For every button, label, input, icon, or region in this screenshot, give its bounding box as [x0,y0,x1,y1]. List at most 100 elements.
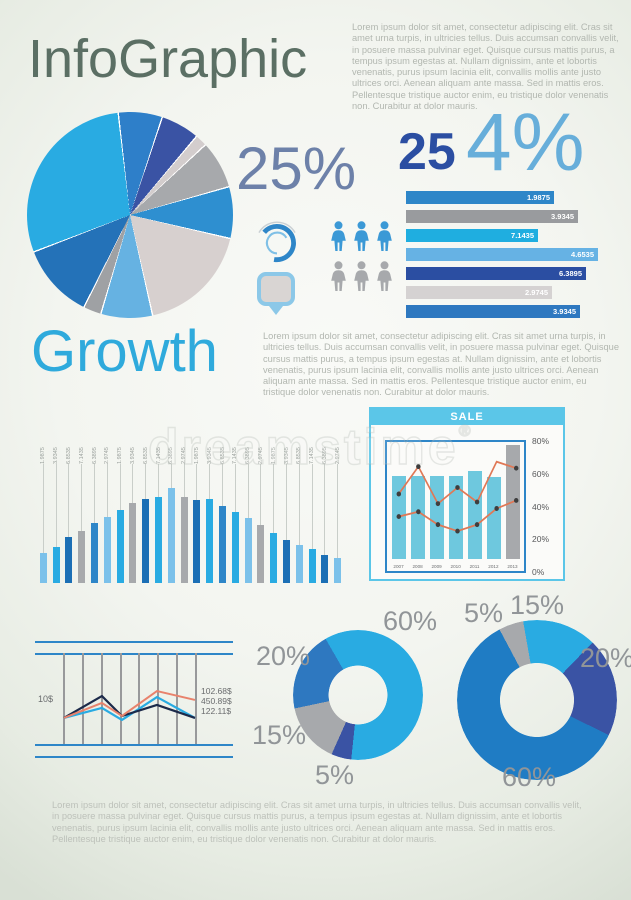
distribution-bar [270,533,278,583]
trend-bottom-rule-2 [35,756,233,758]
distribution-column: 6.8535 [293,430,306,583]
label-connector-line [311,464,313,549]
distribution-column: 6.3895 [242,430,255,583]
loading-circle-icon [258,221,296,263]
trend-gridline [119,653,122,744]
metric-bar-value: 3.9345 [551,212,574,221]
distribution-bar [129,503,137,583]
sale-data-point [416,509,421,515]
donut-left-label-5: 5% [315,760,355,790]
growth-heading: Growth [31,319,218,384]
distribution-bar [155,497,163,583]
metric-bar-value: 7.1435 [511,231,534,240]
distribution-column: 1.9875 [267,430,280,583]
distribution-bar [142,499,150,583]
person-icon [377,261,392,291]
donut-left-label-20: 20% [256,641,311,671]
trend-axis-label: 10$ [38,694,54,704]
footer-paragraph: Lorem ipsum dolor sit amet, consectetur … [52,800,582,844]
distribution-bar [231,512,239,583]
metric-bar-value: 3.9345 [553,307,576,316]
donut-right-label-15: 15% [510,590,565,620]
sale-data-point [455,528,460,534]
distribution-bar [91,523,99,583]
distribution-column: 2.9745 [331,430,344,583]
distribution-bar [52,547,60,583]
distribution-bar-label: 1.9875 [40,447,47,464]
metric-bar: 6.3895 [406,267,586,280]
distribution-bar-label: 1.9875 [193,447,200,464]
label-connector-line [234,464,236,512]
distribution-column: 7.1435 [75,430,88,583]
sale-data-point [513,465,519,471]
sale-data-point [396,491,402,497]
map-pin-icon [257,272,297,320]
sale-y-label: 0% [532,567,545,577]
distribution-column: 3.9345 [50,430,63,583]
label-connector-line [337,464,339,558]
stat-number: 25 [398,123,456,181]
intro-paragraph: Lorem ipsum dolor sit amet, consectetur … [352,22,619,112]
sale-data-point [474,522,480,528]
label-connector-line [273,464,275,533]
distribution-bar-label: 6.8535 [219,447,226,464]
distribution-bar-label: 3.9345 [206,447,213,464]
metric-bar: 3.9345 [406,305,580,318]
metric-bar-value: 4.6535 [571,250,594,259]
sale-line-lower [398,499,517,533]
donut-chart-left [293,630,423,760]
distribution-bar-label: 2.9745 [257,447,264,464]
person-icon [377,221,392,251]
metric-bar: 3.9345 [406,210,578,223]
people-icons-grid [328,221,395,301]
sale-bar [467,471,482,559]
distribution-bar [39,553,47,583]
distribution-bar [103,517,111,583]
trend-gridline [137,653,140,744]
distribution-bar [78,531,86,583]
trend-gridline [62,653,65,744]
distribution-column: 3.9345 [203,430,216,583]
label-connector-line [209,464,211,499]
sale-data-point [455,485,460,491]
distribution-column: 2.9745 [101,430,114,583]
label-connector-line [81,464,83,531]
distribution-bar-label: 7.1435 [232,447,239,464]
label-connector-line [94,464,96,523]
distribution-bar-label: 3.9345 [53,447,60,464]
donut-right-label-60: 60% [502,762,557,792]
donut-left-label-60: 60% [383,606,438,636]
distribution-bar-label: 6.8535 [296,447,303,464]
label-connector-line [132,464,134,503]
label-connector-line [247,464,249,518]
sale-x-axis: 2007 2008 2009 2010 2011 2012 2013 [389,564,522,569]
stat-percent: 4% [466,97,585,188]
sale-x-label: 2007 [393,564,404,569]
sale-data-point [396,514,402,520]
trend-bottom-rule-1 [35,744,233,746]
distribution-column: 1.9875 [114,430,127,583]
distribution-bar [244,518,252,583]
label-connector-line [222,464,224,506]
sale-panel: SALE 2007 2008 2009 2010 2011 2012 2013 80% 60%… [369,407,565,581]
pin-body [257,272,295,306]
trend-line-series [63,690,196,722]
trend-chart: 10$ 102.68$ 450.89$ 122.11$ [35,638,233,760]
sale-y-label: 80% [532,436,550,446]
trend-gridline [81,653,84,744]
sale-data-point [435,522,441,528]
distribution-column: 6.3895 [165,430,178,583]
sale-x-label: 2010 [450,564,461,569]
sale-data-point [494,506,499,511]
distribution-bar [334,558,342,583]
trend-line-salmon [63,690,196,719]
donut-right-label-20: 20% [580,643,631,673]
distribution-column: 3.9345 [280,430,293,583]
distribution-bar-chart: 1.9875 3.9345 6.8535 7.1435 6.3895 2.9745 1.98… [37,430,344,583]
trend-line-cyan [63,695,196,722]
page-title: InfoGraphic [28,29,308,89]
distribution-bar-label: 2.9745 [104,447,111,464]
trend-gridline [175,653,178,744]
distribution-column: 6.8535 [139,430,152,583]
trend-gridline [100,653,103,744]
